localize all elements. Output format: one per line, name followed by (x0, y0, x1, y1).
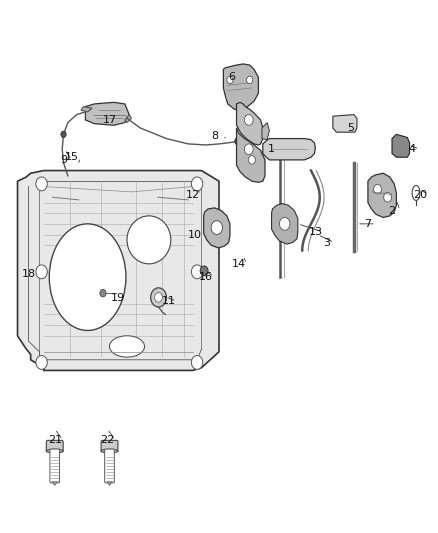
Polygon shape (237, 102, 263, 145)
Ellipse shape (49, 224, 126, 330)
Polygon shape (81, 107, 92, 112)
Polygon shape (125, 115, 131, 123)
Polygon shape (223, 64, 258, 109)
FancyBboxPatch shape (46, 440, 63, 452)
Text: 18: 18 (21, 270, 35, 279)
Circle shape (61, 131, 66, 138)
FancyBboxPatch shape (50, 449, 60, 483)
Circle shape (248, 156, 255, 164)
Text: 4: 4 (408, 144, 415, 154)
Text: 5: 5 (347, 123, 354, 133)
Text: 17: 17 (102, 115, 117, 125)
Circle shape (151, 288, 166, 307)
Polygon shape (18, 171, 219, 370)
FancyBboxPatch shape (101, 440, 118, 452)
Text: 19: 19 (111, 294, 125, 303)
Circle shape (36, 356, 47, 369)
Circle shape (155, 293, 162, 302)
Circle shape (191, 265, 203, 279)
Circle shape (235, 138, 241, 145)
Polygon shape (53, 482, 57, 486)
Circle shape (100, 289, 106, 297)
Polygon shape (392, 134, 410, 157)
Ellipse shape (101, 449, 118, 453)
Circle shape (374, 184, 381, 194)
Polygon shape (333, 115, 357, 132)
Text: 21: 21 (48, 435, 62, 445)
Circle shape (244, 115, 253, 125)
Text: 9: 9 (60, 155, 67, 165)
Text: 11: 11 (162, 296, 176, 306)
Text: 1: 1 (268, 144, 275, 154)
Text: 13: 13 (308, 227, 322, 237)
Text: 22: 22 (100, 435, 114, 445)
Circle shape (191, 356, 203, 369)
Text: 8: 8 (211, 131, 218, 141)
Text: 7: 7 (364, 219, 371, 229)
Text: 3: 3 (323, 238, 330, 247)
Polygon shape (263, 139, 315, 160)
Circle shape (279, 217, 290, 230)
Text: 15: 15 (65, 152, 79, 162)
Polygon shape (85, 102, 129, 125)
Text: 6: 6 (229, 72, 236, 82)
Text: 2: 2 (389, 206, 396, 215)
Text: 16: 16 (199, 272, 213, 282)
Text: 12: 12 (186, 190, 200, 199)
Polygon shape (204, 208, 230, 248)
Circle shape (200, 266, 208, 276)
Text: 14: 14 (232, 259, 246, 269)
Text: 10: 10 (188, 230, 202, 239)
Ellipse shape (110, 336, 145, 357)
Text: 20: 20 (413, 190, 427, 199)
Polygon shape (237, 128, 265, 182)
FancyBboxPatch shape (105, 449, 114, 483)
Ellipse shape (127, 216, 171, 264)
Polygon shape (262, 123, 269, 140)
Circle shape (36, 265, 47, 279)
Polygon shape (107, 482, 112, 486)
Ellipse shape (46, 449, 64, 453)
Circle shape (227, 76, 233, 84)
Polygon shape (368, 173, 396, 217)
Circle shape (211, 221, 223, 235)
Circle shape (247, 76, 253, 84)
Circle shape (36, 177, 47, 191)
Polygon shape (272, 204, 298, 244)
Circle shape (191, 177, 203, 191)
Circle shape (244, 144, 253, 155)
Circle shape (384, 192, 392, 202)
